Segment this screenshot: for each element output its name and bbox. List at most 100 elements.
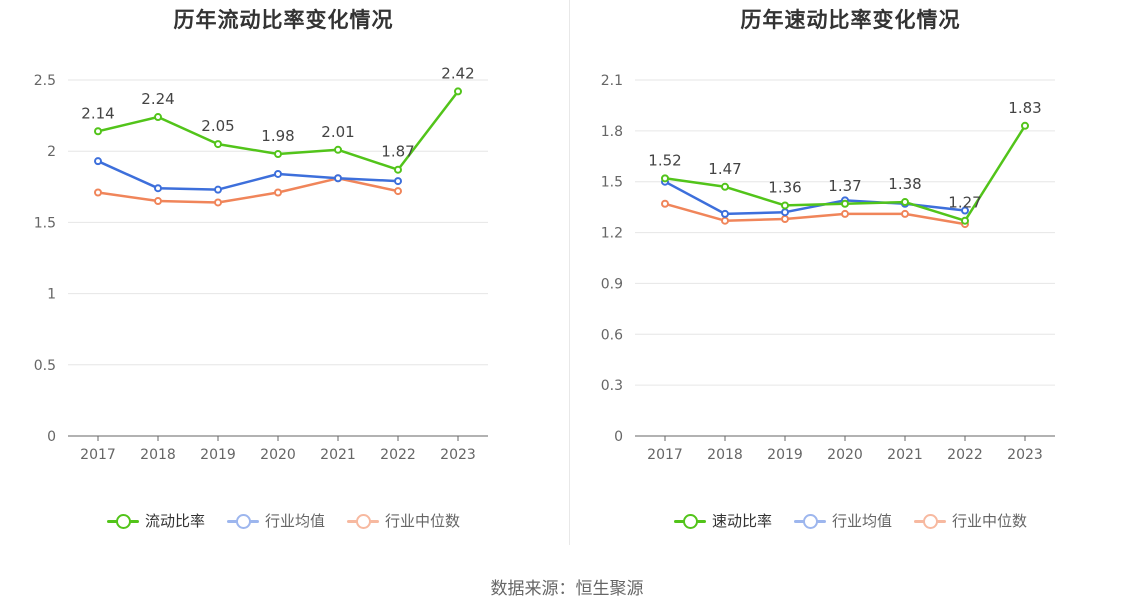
legend-swatch-avg bbox=[226, 513, 259, 529]
data-label: 2.05 bbox=[201, 117, 234, 135]
data-label: 1.36 bbox=[768, 178, 801, 196]
data-point-main bbox=[721, 182, 729, 191]
data-point-main bbox=[1021, 121, 1029, 130]
y-tick-label: 1.8 bbox=[601, 124, 623, 140]
data-label: 1.83 bbox=[1008, 99, 1041, 117]
data-label: 2.24 bbox=[141, 90, 174, 108]
x-tick-label: 2021 bbox=[320, 447, 356, 463]
data-point-median bbox=[214, 198, 222, 207]
data-point-main bbox=[334, 145, 342, 154]
legend-item-median[interactable]: 行业中位数 bbox=[914, 510, 1027, 531]
data-point-main bbox=[841, 199, 849, 208]
data-point-main bbox=[661, 174, 669, 183]
chart-legend: 速动比率 行业均值 行业中位数 bbox=[567, 510, 1134, 531]
legend-swatch-median bbox=[347, 513, 379, 529]
quick-ratio-chart-panel: 历年速动比率变化情况 0 0.3 0.6 0.9 1.2 1.5 1.8 2.1 2017 201… bbox=[567, 0, 1134, 560]
y-tick-label: 2.5 bbox=[34, 73, 56, 89]
data-point-median bbox=[841, 209, 849, 218]
legend-swatch-main bbox=[106, 513, 139, 529]
legend-label: 速动比率 bbox=[711, 512, 772, 530]
x-tick-label: 2021 bbox=[887, 447, 923, 463]
legend-item-avg[interactable]: 行业均值 bbox=[793, 510, 892, 531]
data-point-median bbox=[721, 216, 729, 225]
data-point-avg bbox=[781, 208, 789, 217]
data-point-avg bbox=[961, 206, 969, 215]
data-point-avg bbox=[94, 157, 102, 166]
data-label: 2.01 bbox=[321, 123, 354, 141]
chart-title: 历年速动比率变化情况 bbox=[740, 8, 961, 32]
data-point-median bbox=[154, 197, 162, 206]
x-tick-label: 2018 bbox=[707, 447, 743, 463]
data-point-main bbox=[394, 165, 402, 174]
data-label: 1.52 bbox=[648, 151, 681, 169]
y-tick-label: 0.6 bbox=[601, 327, 623, 343]
y-tick-label: 1.5 bbox=[601, 175, 623, 191]
legend-swatch-main bbox=[673, 513, 706, 529]
legend-label: 行业均值 bbox=[831, 512, 892, 530]
x-tick-label: 2023 bbox=[440, 447, 476, 463]
current-ratio-chart-panel: 历年流动比率变化情况 0 0.5 1 1.5 2 2.5 2017 2018 2019 2020 2… bbox=[0, 0, 567, 560]
data-label: 1.47 bbox=[708, 160, 741, 178]
y-tick-label: 1 bbox=[47, 287, 56, 303]
x-tick-label: 2022 bbox=[380, 447, 416, 463]
y-tick-label: 1.2 bbox=[601, 226, 623, 242]
y-tick-label: 0.3 bbox=[601, 378, 623, 394]
data-label: 1.38 bbox=[888, 175, 921, 193]
data-point-median bbox=[94, 188, 102, 197]
series-line-median bbox=[664, 202, 966, 226]
x-tick-label: 2022 bbox=[947, 447, 983, 463]
data-point-main bbox=[274, 150, 282, 159]
data-point-main bbox=[781, 201, 789, 210]
quick-ratio-plot: 0 0.3 0.6 0.9 1.2 1.5 1.8 2.1 2017 2018 2019 2020 20… bbox=[601, 73, 1055, 463]
data-label: 1.87 bbox=[381, 143, 414, 161]
y-tick-label: 2 bbox=[47, 144, 56, 160]
series-line-avg bbox=[97, 160, 399, 191]
x-tick-label: 2019 bbox=[767, 447, 803, 463]
data-point-main bbox=[154, 113, 162, 122]
y-tick-label: 2.1 bbox=[601, 73, 623, 89]
y-tick-label: 1.5 bbox=[34, 215, 56, 231]
legend-label: 行业中位数 bbox=[385, 512, 461, 530]
data-point-main bbox=[214, 140, 222, 149]
x-tick-label: 2017 bbox=[647, 447, 683, 463]
data-point-avg bbox=[274, 169, 282, 178]
legend-swatch-median bbox=[914, 513, 946, 529]
data-point-main bbox=[94, 127, 102, 136]
legend-item-avg[interactable]: 行业均值 bbox=[226, 510, 325, 531]
data-label: 2.14 bbox=[81, 104, 114, 122]
legend-item-main[interactable]: 速动比率 bbox=[673, 510, 772, 531]
data-label: 1.27 bbox=[948, 194, 981, 212]
legend-swatch-avg bbox=[793, 513, 826, 529]
data-point-median bbox=[394, 187, 402, 196]
data-point-main bbox=[961, 216, 969, 225]
data-point-avg bbox=[334, 174, 342, 183]
data-label: 1.98 bbox=[261, 127, 294, 145]
data-point-median bbox=[661, 199, 669, 208]
data-point-avg bbox=[154, 184, 162, 193]
data-label: 2.42 bbox=[441, 64, 474, 82]
data-point-avg bbox=[721, 209, 729, 218]
x-tick-label: 2018 bbox=[140, 447, 176, 463]
y-tick-label: 0 bbox=[614, 429, 623, 445]
x-tick-label: 2023 bbox=[1007, 447, 1043, 463]
x-tick-label: 2019 bbox=[200, 447, 236, 463]
data-point-median bbox=[781, 215, 789, 224]
data-point-main bbox=[454, 87, 462, 96]
x-tick-label: 2020 bbox=[827, 447, 863, 463]
legend-item-main[interactable]: 流动比率 bbox=[106, 510, 205, 531]
series-line-median bbox=[97, 177, 399, 204]
current-ratio-plot: 0 0.5 1 1.5 2 2.5 2017 2018 2019 2020 2021 2022 2023… bbox=[34, 64, 488, 463]
chart-legend: 流动比率 行业均值 行业中位数 bbox=[0, 510, 567, 531]
legend-label: 行业中位数 bbox=[952, 512, 1028, 530]
data-point-median bbox=[274, 188, 282, 197]
y-tick-label: 0.9 bbox=[601, 276, 623, 292]
y-tick-label: 0.5 bbox=[34, 358, 56, 374]
legend-label: 流动比率 bbox=[144, 512, 205, 530]
legend-item-median[interactable]: 行业中位数 bbox=[347, 510, 460, 531]
data-point-avg bbox=[214, 185, 222, 194]
legend-label: 行业均值 bbox=[264, 512, 325, 530]
x-tick-label: 2017 bbox=[80, 447, 116, 463]
data-point-main bbox=[901, 198, 909, 207]
y-tick-label: 0 bbox=[47, 429, 56, 445]
panel-divider bbox=[569, 0, 570, 545]
